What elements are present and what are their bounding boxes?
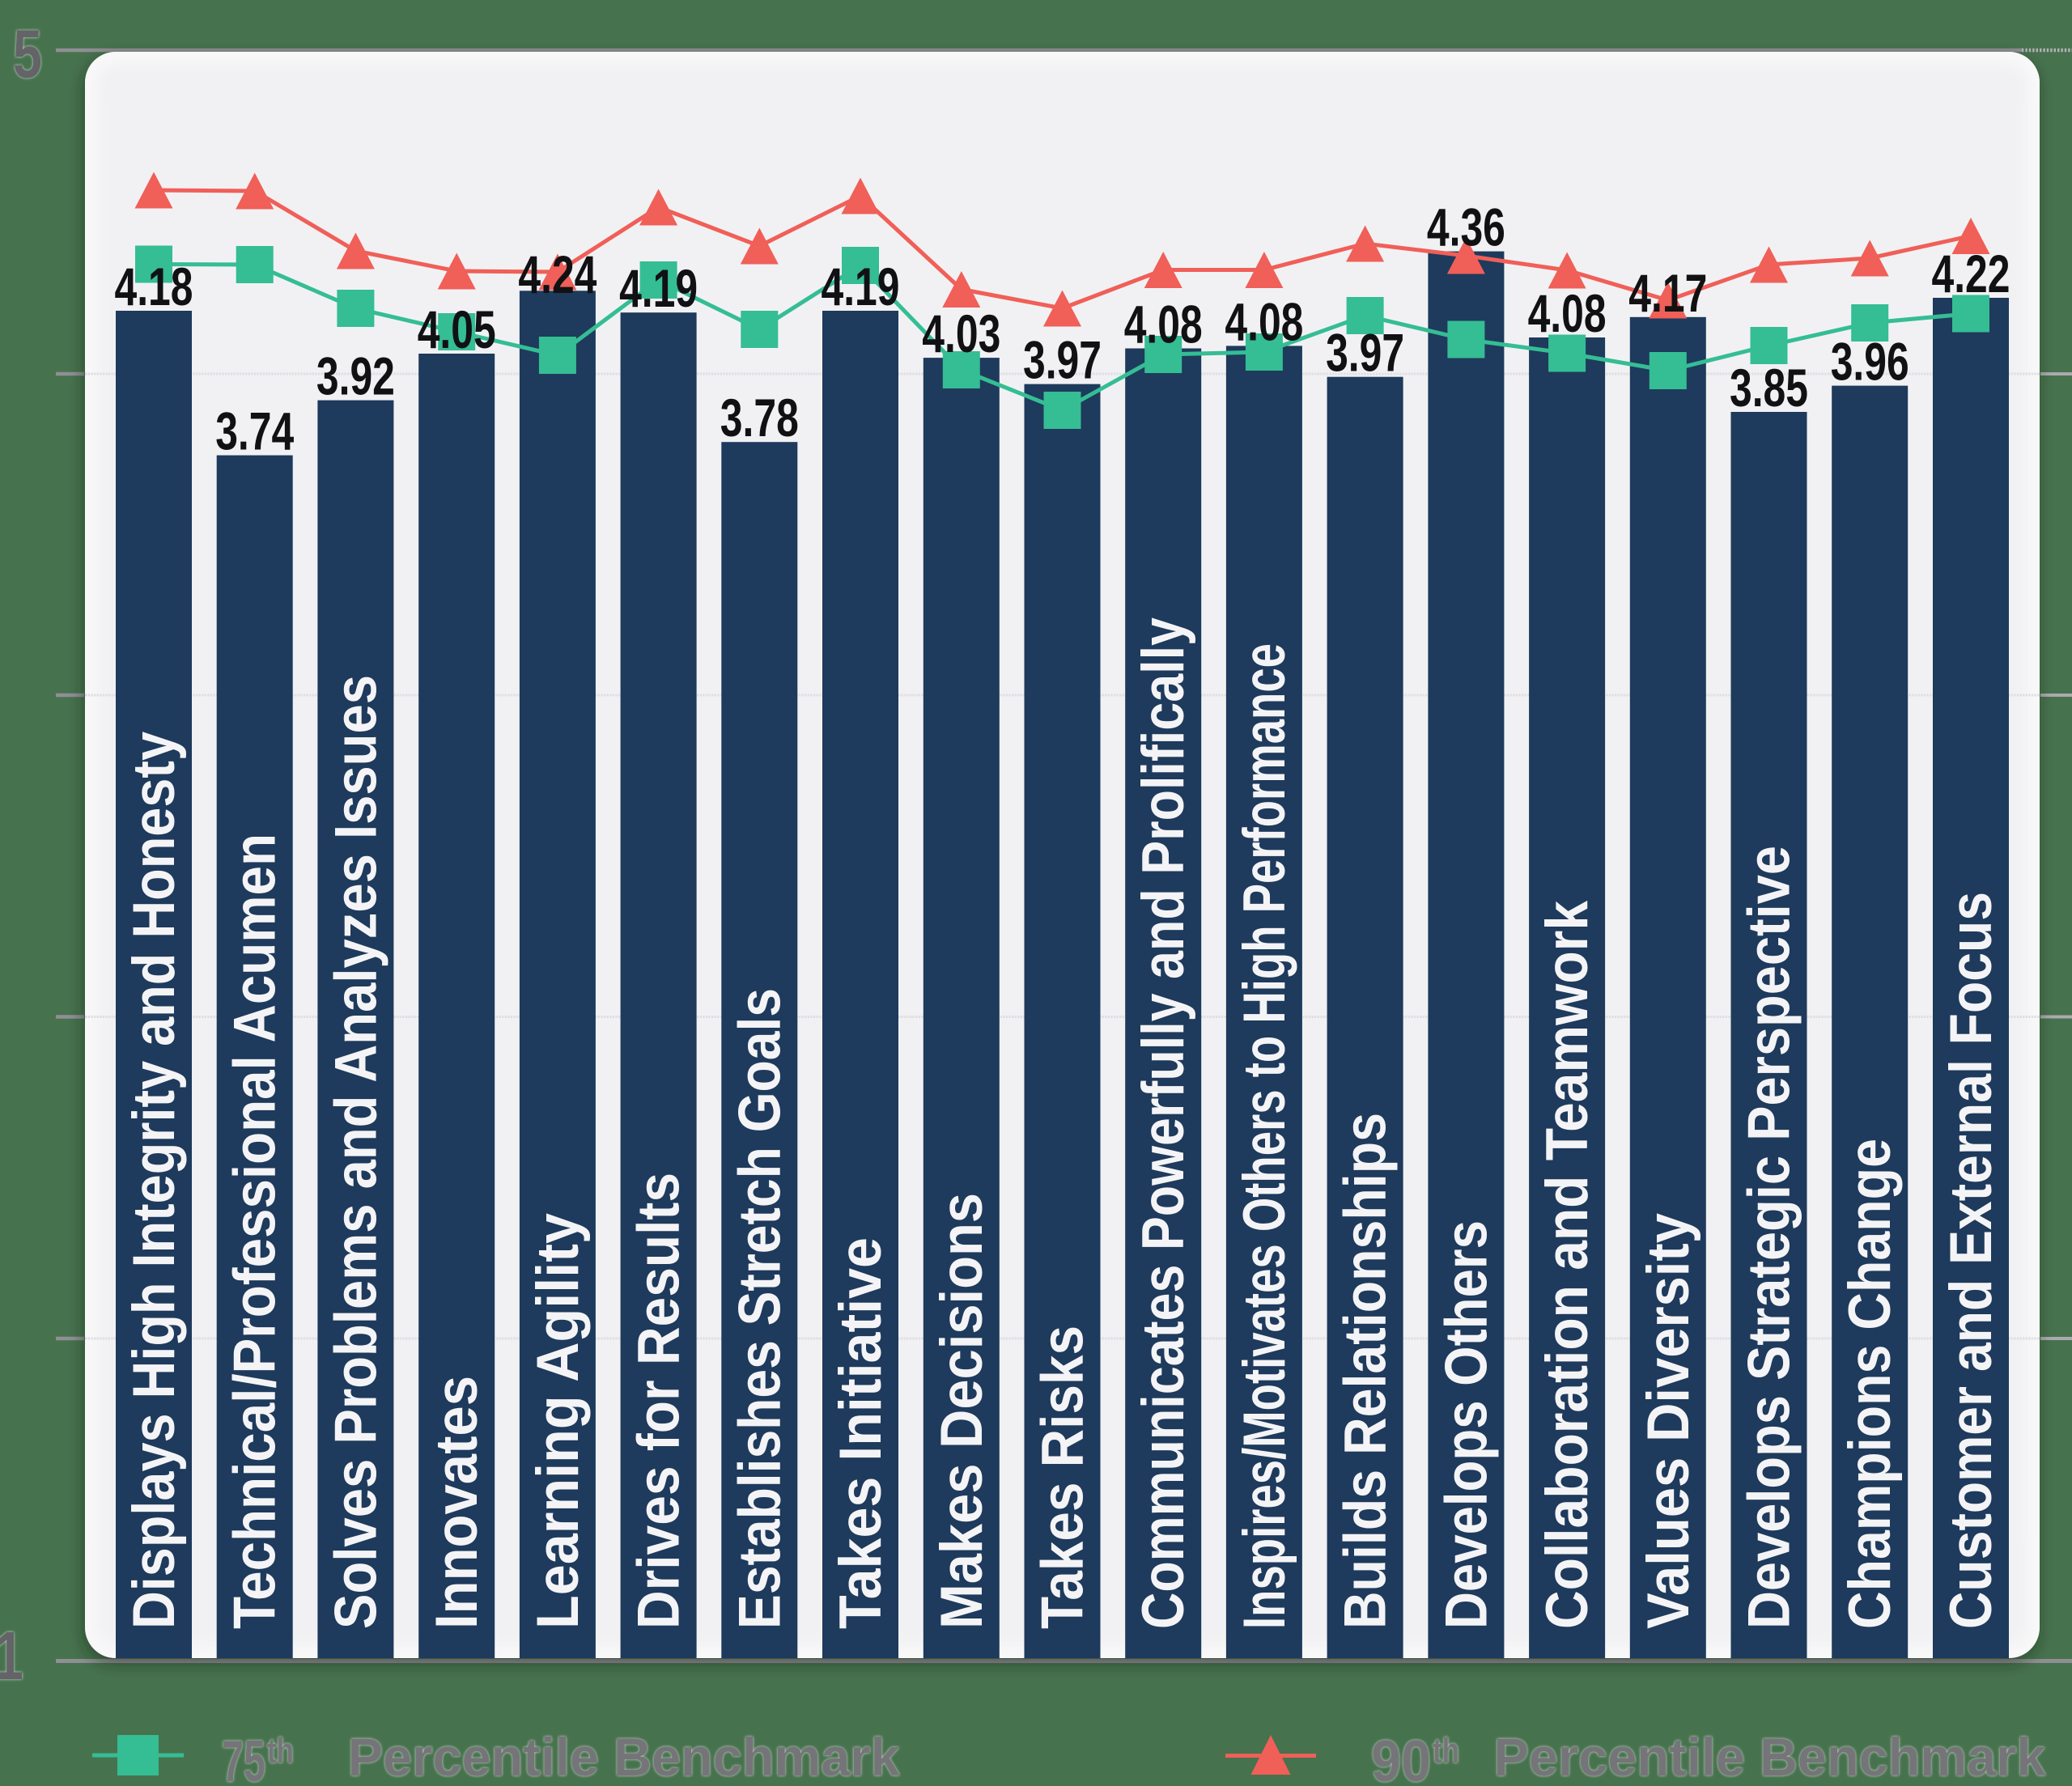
svg-text:Makes Decisions: Makes Decisions: [929, 1193, 995, 1629]
svg-text:4.05: 4.05: [418, 299, 496, 359]
svg-text:4.19: 4.19: [822, 257, 900, 316]
svg-text:Develops Others: Develops Others: [1433, 1220, 1499, 1629]
svg-text:3.97: 3.97: [1326, 323, 1404, 383]
svg-text:4.18: 4.18: [115, 257, 193, 316]
svg-text:th: th: [267, 1731, 294, 1771]
svg-text:4.08: 4.08: [1528, 283, 1607, 343]
svg-text:Values Diversity: Values Diversity: [1636, 1213, 1701, 1629]
svg-text:Inspires/Motivates Others to H: Inspires/Motivates Others to High Perfor…: [1232, 643, 1297, 1629]
svg-text:5: 5: [13, 16, 42, 92]
svg-text:4.08: 4.08: [1124, 295, 1203, 354]
svg-text:Learning Agility: Learning Agility: [525, 1213, 591, 1629]
svg-text:3.74: 3.74: [215, 401, 294, 461]
svg-text:Innovates: Innovates: [424, 1376, 490, 1629]
svg-text:Drives for Results: Drives for Results: [626, 1173, 692, 1629]
svg-text:Builds Relationships: Builds Relationships: [1333, 1113, 1399, 1629]
svg-text:th: th: [1433, 1731, 1459, 1771]
svg-text:75: 75: [222, 1729, 265, 1786]
svg-text:Percentile Benchmark: Percentile Benchmark: [1494, 1727, 2046, 1786]
svg-text:Establishes Stretch Goals: Establishes Stretch Goals: [727, 988, 792, 1629]
svg-text:1: 1: [0, 1618, 23, 1694]
svg-text:Displays High Integrity and Ho: Displays High Integrity and Honesty: [121, 732, 187, 1629]
svg-text:4.19: 4.19: [619, 258, 698, 318]
svg-text:3.85: 3.85: [1730, 358, 1808, 418]
svg-text:4.17: 4.17: [1628, 263, 1707, 323]
svg-text:Technical/Professional Acumen: Technical/Professional Acumen: [223, 834, 288, 1629]
svg-text:90: 90: [1371, 1729, 1431, 1786]
svg-text:Takes Risks: Takes Risks: [1030, 1326, 1096, 1629]
svg-text:4.36: 4.36: [1427, 197, 1505, 257]
svg-text:4.08: 4.08: [1225, 291, 1303, 351]
svg-text:4.22: 4.22: [1932, 244, 2010, 303]
svg-text:3.97: 3.97: [1023, 330, 1102, 390]
svg-text:4.24: 4.24: [518, 244, 597, 304]
svg-text:3.96: 3.96: [1831, 332, 1909, 392]
svg-text:Collaboration and Teamwork: Collaboration and Teamwork: [1535, 901, 1600, 1629]
svg-text:4.03: 4.03: [922, 303, 1000, 363]
svg-text:Communicates Powerfully and Pr: Communicates Powerfully and Prolifically: [1131, 617, 1196, 1629]
svg-text:3.92: 3.92: [316, 346, 395, 406]
svg-text:Takes Initiative: Takes Initiative: [828, 1237, 894, 1629]
svg-text:Champions Change: Champions Change: [1837, 1139, 1903, 1629]
svg-text:Percentile Benchmark: Percentile Benchmark: [348, 1727, 900, 1786]
svg-text:3.78: 3.78: [720, 388, 799, 448]
svg-text:Customer and External Focus: Customer and External Focus: [1938, 892, 2004, 1629]
svg-text:Solves Problems and Analyzes I: Solves Problems and Analyzes Issues: [323, 675, 388, 1629]
svg-text:Develops Strategic Perspective: Develops Strategic Perspective: [1737, 846, 1802, 1629]
